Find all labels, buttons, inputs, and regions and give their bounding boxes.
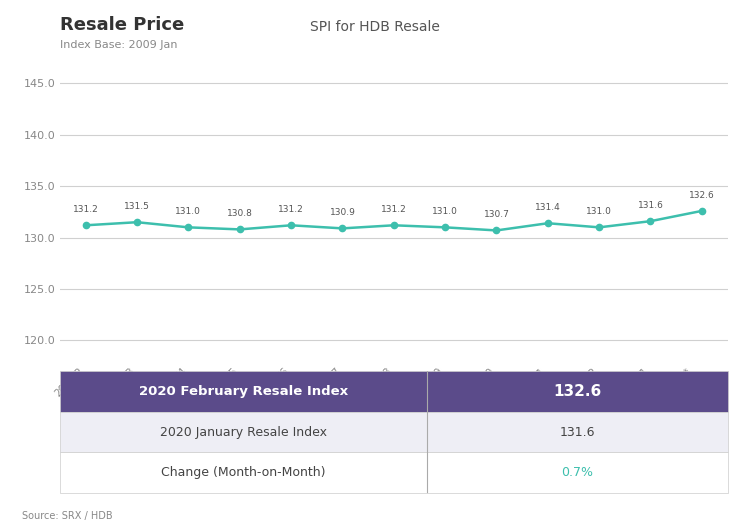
Text: 131.0: 131.0 [586, 207, 612, 216]
Text: 131.2: 131.2 [381, 205, 406, 214]
Text: 130.9: 130.9 [329, 208, 356, 217]
Text: 131.2: 131.2 [278, 205, 304, 214]
Text: 131.2: 131.2 [73, 205, 98, 214]
Text: Change (Month-on-Month): Change (Month-on-Month) [161, 466, 326, 479]
FancyBboxPatch shape [427, 452, 728, 493]
Text: 131.6: 131.6 [638, 201, 664, 210]
FancyBboxPatch shape [427, 372, 728, 412]
Text: 130.8: 130.8 [226, 209, 253, 219]
Text: 132.6: 132.6 [689, 191, 715, 200]
Text: 130.7: 130.7 [484, 210, 509, 220]
Text: 131.5: 131.5 [124, 202, 150, 211]
Text: 0.7%: 0.7% [561, 466, 593, 479]
Text: Resale Price: Resale Price [60, 16, 184, 34]
Text: 2020 February Resale Index: 2020 February Resale Index [139, 385, 348, 398]
Text: 2020 January Resale Index: 2020 January Resale Index [160, 425, 327, 439]
Text: 131.4: 131.4 [535, 203, 561, 212]
Text: 131.6: 131.6 [560, 425, 595, 439]
Text: Index Base: 2009 Jan: Index Base: 2009 Jan [60, 40, 178, 50]
FancyBboxPatch shape [60, 452, 427, 493]
Text: Source: SRX / HDB: Source: SRX / HDB [22, 511, 113, 521]
Text: 131.0: 131.0 [432, 207, 458, 216]
Text: SPI for HDB Resale: SPI for HDB Resale [310, 20, 440, 34]
FancyBboxPatch shape [60, 372, 427, 412]
Text: 131.0: 131.0 [176, 207, 201, 216]
Text: 132.6: 132.6 [554, 384, 602, 399]
FancyBboxPatch shape [427, 412, 728, 452]
FancyBboxPatch shape [60, 412, 427, 452]
